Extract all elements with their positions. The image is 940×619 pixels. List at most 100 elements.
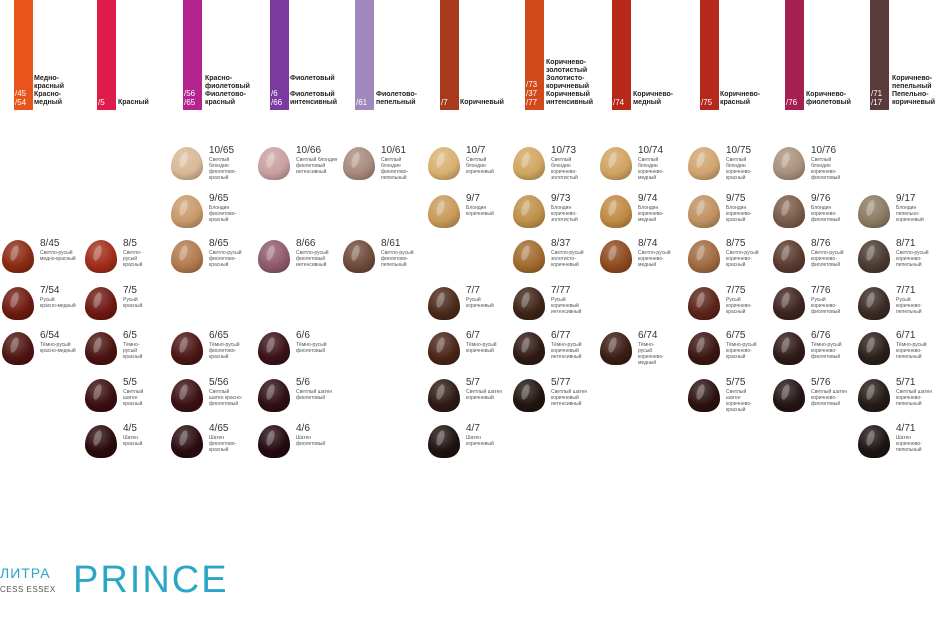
shade-swatch: 8/61 Светло-русый фиолетово- пепельный (343, 238, 413, 278)
shade-name: Светлый шатен красно- фиолетовый (209, 389, 243, 407)
shade-swatch: 6/54 Тёмно-русый красно-медный (2, 330, 76, 370)
shade-name: Блондин фиолетово- красный (209, 205, 237, 223)
shade-code: 9/73 (551, 193, 571, 204)
hair-tress-icon (428, 287, 460, 320)
shade-swatch: 10/76 Светлый блондин коричнево- фиолетов… (773, 145, 843, 185)
shade-code: 8/45 (40, 238, 60, 249)
shade-code: 4/6 (296, 423, 310, 434)
hair-tress-icon (2, 287, 34, 320)
brand-subtitle-fragment: CESS ESSEX (0, 585, 56, 594)
band-label: Фиолетово- пепельный (376, 91, 417, 106)
shade-name: Светлый шатен фиолетовый (296, 389, 333, 401)
band-label: Медно- красный Красно- медный (34, 75, 65, 106)
shade-name: Блондин коричнево- золотистый (551, 205, 578, 223)
shade-code: 5/76 (811, 377, 831, 388)
palette-title-fragment: ЛИТРА (0, 565, 51, 581)
shade-code: 7/77 (551, 285, 571, 296)
shade-name: Светло-русый фиолетово- пепельный (381, 250, 414, 268)
shade-swatch: 9/76 Блондин коричнево- фиолетовый (773, 193, 843, 233)
band-label: Коричнево- фиолетовый (806, 91, 851, 106)
shade-code: 10/66 (296, 145, 322, 156)
shade-code: 9/65 (209, 193, 229, 204)
shade-name: Русый коричнево- красный (726, 297, 752, 315)
shade-swatch: 8/75 Светло-русый коричнево- красный (688, 238, 758, 278)
hair-tress-icon (773, 147, 805, 180)
color-band: /76 (785, 0, 804, 110)
hair-tress-icon (428, 379, 460, 412)
shade-code: 10/74 (638, 145, 664, 156)
shade-name: Светлый шатен коричнево- красный (726, 389, 752, 413)
shade-name: Светлый блондин фиолетово- пепельный (381, 157, 409, 181)
shade-swatch: 10/75 Светлый блондин коричнево- красный (688, 145, 758, 185)
hair-tress-icon (858, 287, 890, 320)
band-code: /74 (613, 98, 625, 107)
shade-name: Русый коричневый интенсивный (551, 297, 582, 315)
shade-code: 10/75 (726, 145, 752, 156)
shade-name: Светло-русый коричнево- фиолетовый (811, 250, 844, 268)
band-code: /5 (98, 98, 105, 107)
shade-code: 4/71 (896, 423, 916, 434)
shade-swatch: 10/65 Светлый блондин фиолетово- красный (171, 145, 241, 185)
hair-tress-icon (688, 332, 720, 365)
shade-swatch: 4/65 Шатен фиолетово- красный (171, 423, 241, 463)
hair-tress-icon (513, 287, 545, 320)
shade-swatch: 6/65 Тёмно-русый фиолетово- красный (171, 330, 241, 370)
shade-swatch: 5/75 Светлый шатен коричнево- красный (688, 377, 758, 417)
shade-code: 6/76 (811, 330, 831, 341)
shade-name: Светло-русый коричнево- медный (638, 250, 671, 268)
color-band: /56 /65 (183, 0, 202, 110)
shade-code: 10/7 (466, 145, 486, 156)
hair-tress-icon (171, 332, 203, 365)
band-code: /61 (356, 98, 368, 107)
shade-name: Тёмно-русый коричневый (466, 342, 497, 354)
shade-name: Светло-русый медно-красный (40, 250, 76, 262)
shade-code: 6/71 (896, 330, 916, 341)
hair-tress-icon (858, 240, 890, 273)
hair-tress-icon (513, 332, 545, 365)
shade-swatch: 5/56 Светлый шатен красно- фиолетовый (171, 377, 243, 417)
shade-code: 6/77 (551, 330, 571, 341)
hair-tress-icon (258, 425, 290, 458)
shade-name: Светлый шатен коричнево- пепельный (896, 389, 933, 407)
shade-swatch: 5/7 Светлый шатен коричневый (428, 377, 502, 417)
shade-swatch: 5/5 Светлый шатен красный (85, 377, 155, 417)
shade-swatch: 9/65 Блондин фиолетово- красный (171, 193, 241, 233)
shade-name: Шатен фиолетово- красный (209, 435, 237, 453)
hair-tress-icon (258, 240, 290, 273)
shade-name: Тёмно-русый коричнево- фиолетовый (811, 342, 842, 360)
shade-code: 8/5 (123, 238, 137, 249)
shade-name: Светло- русый красный (123, 250, 143, 268)
hair-tress-icon (428, 195, 460, 228)
band-label: Красный (118, 99, 149, 106)
hair-tress-icon (2, 332, 34, 365)
shade-code: 10/65 (209, 145, 235, 156)
shade-code: 5/71 (896, 377, 916, 388)
shade-code: 9/74 (638, 193, 658, 204)
hair-tress-icon (171, 240, 203, 273)
band-label: Коричнево- красный (720, 91, 761, 106)
shade-swatch: 4/7 Шатен коричневый (428, 423, 498, 463)
hair-tress-icon (858, 195, 890, 228)
shade-code: 7/54 (40, 285, 60, 296)
shade-name: Светло-русый фиолетово- красный (209, 250, 242, 268)
shade-code: 6/7 (466, 330, 480, 341)
hair-tress-icon (688, 147, 720, 180)
shade-name: Тёмно-русый фиолетовый (296, 342, 327, 354)
shade-swatch: 9/17 Блондин пепельно- коричневый (858, 193, 928, 233)
shade-swatch: 9/75 Блондин коричнево- красный (688, 193, 758, 233)
hair-tress-icon (600, 240, 632, 273)
hair-tress-icon (773, 240, 805, 273)
shade-swatch: 8/76 Светло-русый коричнево- фиолетовый (773, 238, 843, 278)
shade-code: 8/61 (381, 238, 401, 249)
shade-code: 10/61 (381, 145, 407, 156)
hair-tress-icon (171, 425, 203, 458)
shade-swatch: 7/76 Русый коричнево- фиолетовый (773, 285, 843, 325)
shade-code: 6/74 (638, 330, 658, 341)
band-code: /71 /17 (871, 89, 883, 107)
shade-code: 6/65 (209, 330, 229, 341)
shade-name: Русый красно-медный (40, 297, 76, 309)
hair-tress-icon (773, 332, 805, 365)
shade-swatch: 8/37 Светло-русый золотисто- коричневый (513, 238, 583, 278)
hair-tress-icon (858, 379, 890, 412)
